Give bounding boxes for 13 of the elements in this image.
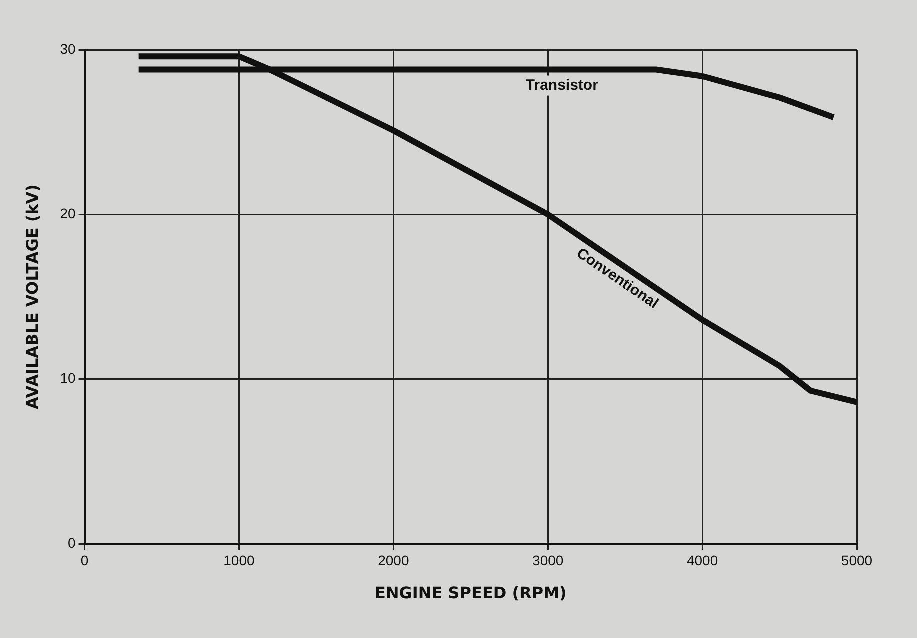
x-tick-label: 0	[80, 552, 89, 568]
x-tick-label: 1000	[224, 552, 255, 568]
y-tick-label: 30	[60, 40, 76, 57]
x-tick-label: 5000	[841, 552, 873, 568]
y-axis-title: AVAILABLE VOLTAGE (kV)	[22, 184, 42, 410]
x-axis-title: ENGINE SPEED (RPM)	[374, 584, 567, 603]
y-tick-label: 20	[60, 206, 76, 222]
x-tick-label: 2000	[378, 552, 410, 568]
series-label: Transistor	[526, 76, 599, 94]
y-tick-label: 10	[60, 370, 76, 386]
y-tick-label: 0	[68, 534, 76, 551]
x-tick-label: 4000	[686, 552, 718, 568]
x-tick-label: 3000	[532, 552, 564, 568]
